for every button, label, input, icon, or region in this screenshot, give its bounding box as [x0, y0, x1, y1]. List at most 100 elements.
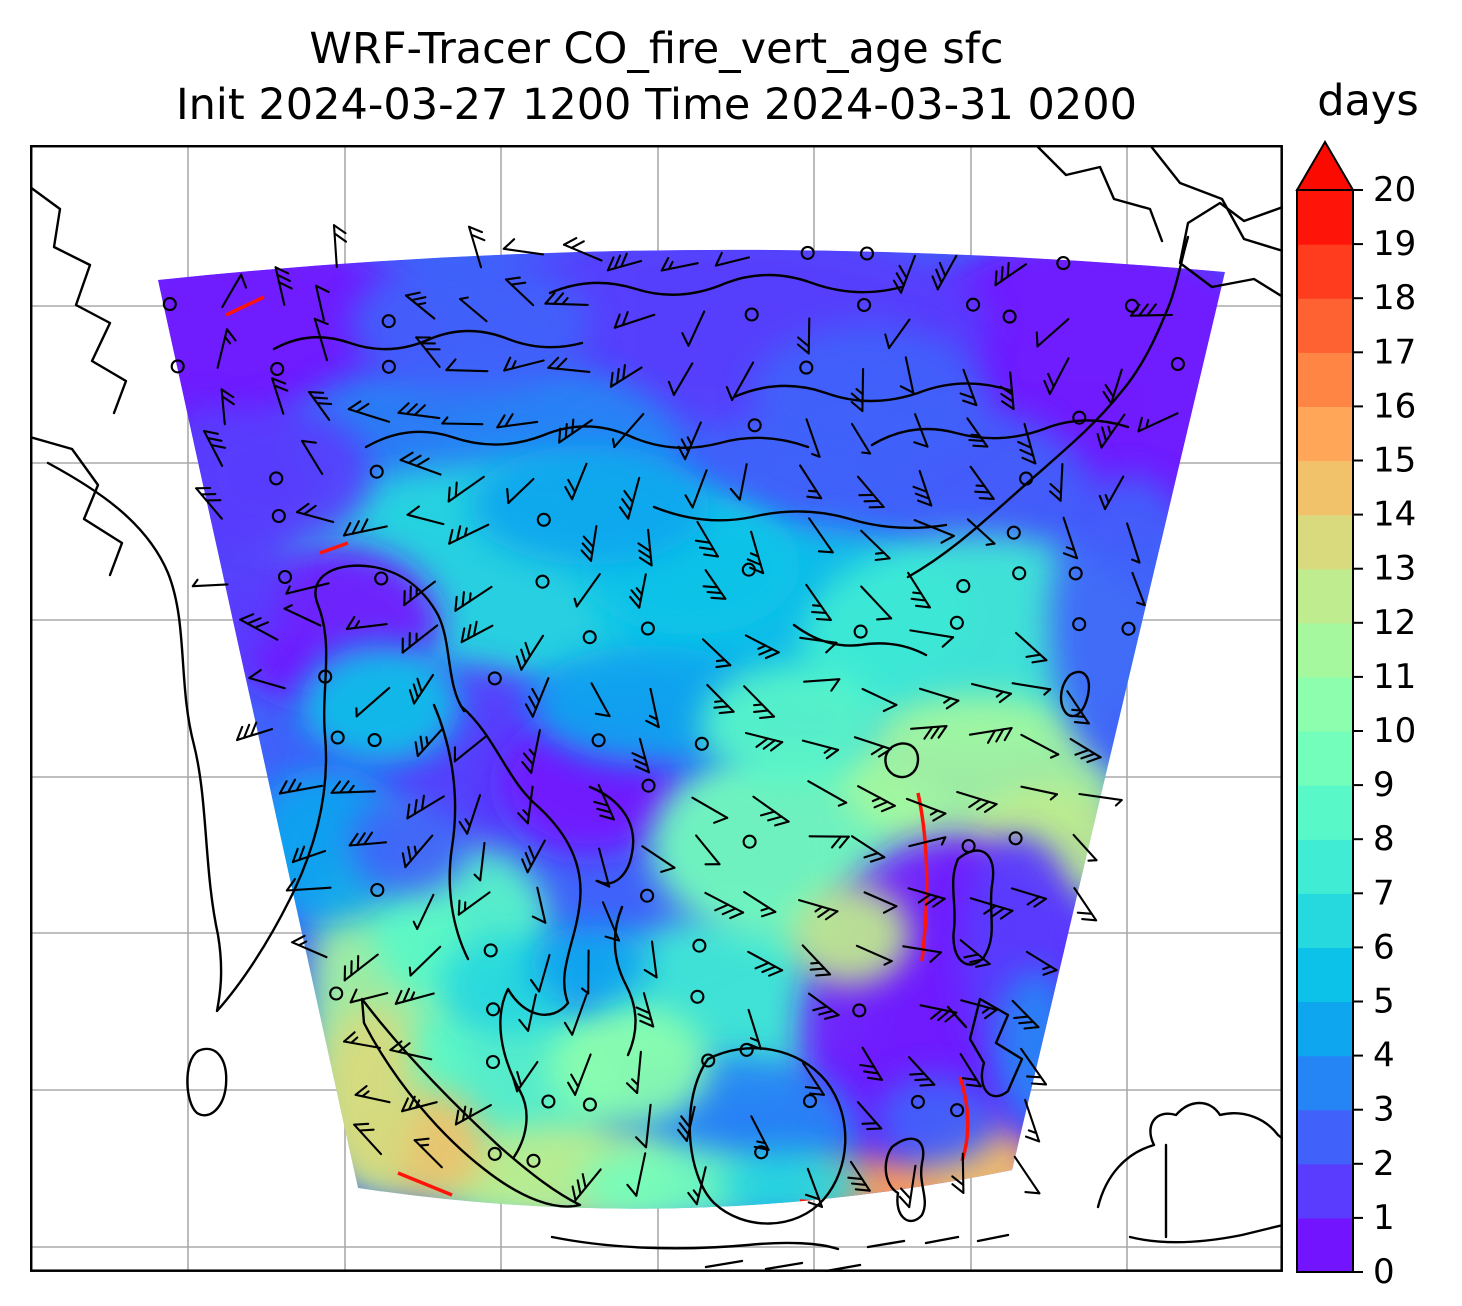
wind-barb: [807, 780, 848, 807]
wind-barb: [355, 686, 391, 718]
wind-barb: [448, 523, 490, 545]
wind-barb: [714, 251, 751, 267]
colorbar-tick-label: 10: [1373, 711, 1416, 751]
calm-wind-circle: [853, 624, 868, 639]
coastlines: [30, 145, 1283, 1272]
wind-barb: [746, 530, 765, 575]
wind-barb: [503, 356, 545, 372]
calm-wind-circle: [640, 888, 655, 903]
wind-barb: [704, 891, 745, 920]
wind-barb: [905, 797, 947, 822]
wind-barb: [801, 944, 832, 977]
wind-barb: [899, 356, 915, 394]
colorbar-tick-label: 11: [1373, 657, 1416, 697]
calm-wind-circle: [329, 986, 344, 1001]
wind-barb: [860, 529, 891, 562]
wind-barb: [645, 687, 660, 729]
chart-title-line1: WRF-Tracer CO_fire_vert_age sfc: [309, 24, 1004, 74]
wind-barb: [631, 737, 650, 774]
wind-barb: [805, 418, 821, 458]
wind-barb: [856, 1101, 883, 1131]
wind-barb: [1025, 950, 1058, 976]
colorbar-bin: [1297, 785, 1353, 840]
wind-barb: [413, 1137, 443, 1169]
colorbar-bin: [1297, 1163, 1353, 1219]
wind-barb: [743, 890, 777, 918]
calm-wind-circle: [701, 1053, 716, 1068]
wind-barb: [563, 993, 588, 1036]
calm-wind-circle: [1056, 256, 1071, 271]
wind-barb: [606, 252, 643, 272]
colorbar-tick-label: 18: [1373, 278, 1416, 318]
map-plot: [30, 145, 1283, 1272]
wind-barb: [909, 629, 955, 648]
wind-barb: [913, 519, 955, 544]
colorbar-bin: [1297, 676, 1353, 732]
wind-barb: [315, 284, 330, 322]
wind-barb: [521, 839, 546, 874]
wind-barb: [473, 841, 486, 882]
wind-barb: [635, 1103, 652, 1149]
wind-barb: [330, 780, 376, 794]
calm-wind-circle: [330, 730, 345, 745]
wind-barb: [308, 390, 333, 421]
wind-barb: [805, 583, 832, 621]
wind-barb: [694, 520, 719, 558]
wind-barb: [609, 364, 643, 388]
wind-barb: [285, 582, 330, 595]
wind-barb: [271, 377, 289, 415]
wind-barb: [931, 254, 958, 291]
wind-barb: [701, 638, 732, 669]
wind-barb: [908, 1056, 936, 1087]
wind-barb: [804, 1167, 824, 1208]
wind-barb: [960, 999, 998, 1020]
wind-barb: [677, 1105, 696, 1142]
calm-wind-circle: [1019, 471, 1034, 486]
wind-barb: [1049, 463, 1064, 502]
calm-wind-circle: [369, 464, 384, 479]
colorbar-bin: [1297, 731, 1353, 786]
calm-wind-circle: [694, 736, 709, 751]
wind-barb: [236, 721, 274, 742]
wind-barb: [919, 1004, 958, 1023]
wind-barb: [629, 573, 647, 609]
wind-barb: [332, 224, 348, 268]
wind-barb: [637, 528, 653, 567]
colorbar-bin: [1297, 406, 1353, 462]
wind-barb: [291, 934, 328, 959]
wind-barb: [626, 1152, 647, 1197]
wind-barb: [573, 573, 601, 608]
wind-barb: [884, 318, 911, 350]
wind-barb: [408, 945, 442, 977]
wind-barb: [544, 291, 589, 306]
calm-wind-circle: [318, 669, 333, 684]
calm-wind-circle: [961, 839, 976, 854]
colorbar-tick-label: 17: [1373, 332, 1416, 372]
calm-wind-circle: [1072, 617, 1087, 632]
calm-wind-circle: [640, 621, 655, 636]
wind-barb: [1011, 682, 1052, 696]
wind-barb: [702, 569, 727, 600]
wind-barb: [521, 729, 541, 774]
colorbar-tick-label: 0: [1373, 1252, 1395, 1290]
wind-barb: [468, 225, 486, 269]
colorbar-tick-label: 3: [1373, 1090, 1395, 1130]
calm-wind-circle: [381, 359, 396, 374]
colorbar-tick-label: 14: [1373, 495, 1416, 535]
wind-barb: [502, 238, 545, 256]
wind-barb: [861, 687, 898, 713]
calm-wind-circle: [526, 1153, 541, 1168]
wind-barb: [353, 1122, 383, 1156]
wind-barb: [857, 785, 896, 813]
wind-barb: [956, 790, 998, 813]
wind-barb: [595, 847, 611, 888]
wind-barb: [354, 1085, 391, 1104]
wind-barb: [447, 475, 485, 503]
calm-wind-circle: [374, 571, 389, 586]
wind-barb: [959, 1053, 982, 1088]
wind-barb: [524, 677, 550, 718]
wind-barb: [285, 878, 332, 892]
wind-barb: [677, 421, 702, 461]
calm-wind-circle: [370, 882, 385, 898]
